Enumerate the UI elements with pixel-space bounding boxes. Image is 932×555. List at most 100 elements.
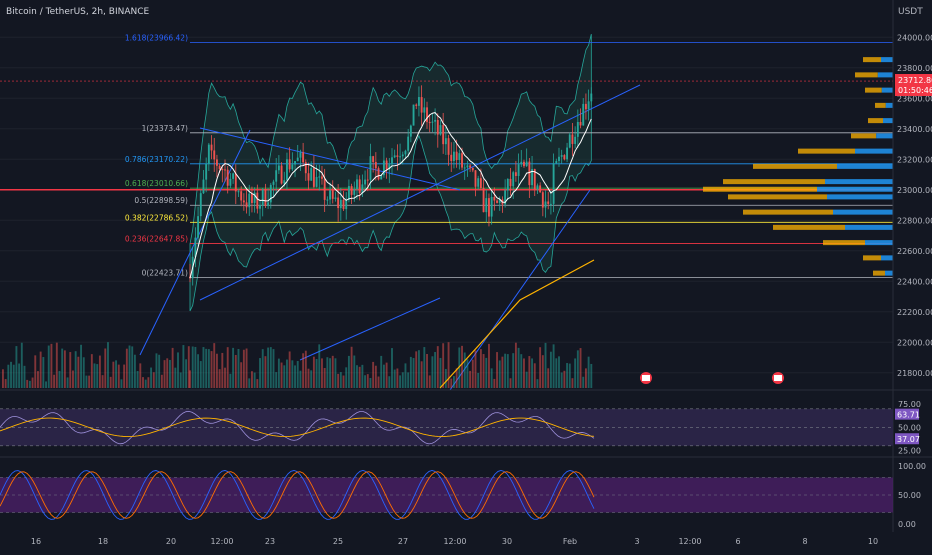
volume-bar	[272, 349, 275, 388]
volume-bar	[509, 378, 512, 388]
time-tick-label: 30	[502, 537, 512, 546]
candle-body	[563, 155, 566, 160]
stochastic-pane[interactable]	[0, 470, 893, 520]
flag-icon[interactable]	[772, 372, 784, 384]
price-tick-label: 23400.00	[897, 125, 932, 134]
time-tick-label: 12:00	[210, 537, 233, 546]
volume-bar	[205, 348, 208, 388]
candle-body	[382, 160, 385, 176]
volume-bar	[264, 356, 267, 388]
flag-icon[interactable]	[640, 372, 652, 384]
volume-bar	[147, 377, 150, 388]
volume-bar	[107, 342, 109, 388]
candle-body	[388, 164, 391, 170]
volume-bar	[385, 362, 388, 388]
volume-bar	[158, 354, 161, 388]
candle-body	[544, 201, 547, 208]
candle-body	[568, 134, 571, 148]
volume-profile-bar	[855, 148, 893, 154]
price-pane[interactable]: 1.618(23966.42) 1(23373.47) 0.786(23170.22…	[0, 0, 932, 532]
volume-bar	[310, 370, 313, 388]
volume-bar	[136, 370, 139, 388]
time-tick-label: Feb	[563, 537, 577, 546]
volume-bar	[450, 378, 453, 388]
price-badge-price: 23712.80	[898, 76, 932, 85]
candle-body	[574, 136, 577, 144]
volume-bar	[558, 356, 560, 388]
fib-level-label: 0.786(23170.22)	[125, 155, 188, 164]
volume-profile-bar	[865, 240, 893, 246]
volume-bar	[541, 355, 544, 388]
volume-bar	[339, 372, 342, 388]
candle-body	[399, 156, 402, 158]
candle-body	[407, 136, 410, 151]
volume-bar	[531, 358, 533, 388]
volume-profile-bar	[881, 87, 893, 93]
volume-bar	[207, 349, 210, 388]
candle-body	[444, 138, 447, 145]
time-tick-label: 10	[868, 537, 878, 546]
candle-body	[291, 164, 294, 170]
candle-body	[245, 202, 248, 208]
volume-bar	[7, 364, 10, 388]
price-tick-label: 22600.00	[897, 247, 932, 256]
volume-bar	[277, 358, 280, 388]
candle-body	[541, 192, 544, 208]
volume-bar	[253, 372, 256, 388]
candle-body	[479, 178, 482, 189]
volume-bar	[280, 362, 283, 388]
volume-bar	[58, 370, 61, 388]
volume-bar	[23, 365, 26, 388]
candle-body	[321, 176, 323, 179]
volume-bar	[396, 368, 399, 388]
candle-body	[221, 168, 224, 170]
volume-profile-bar	[837, 163, 893, 169]
volume-profile-bar	[827, 194, 893, 200]
volume-profile-bar	[773, 224, 845, 230]
volume-bar	[152, 372, 155, 388]
candle-body	[587, 101, 590, 110]
volume-bar	[275, 372, 278, 388]
candle-body	[240, 191, 243, 201]
time-axis[interactable]: 16 18 20 12:00 23 25 27 12:00 30 Feb 3 12:00 6 8 10	[31, 537, 878, 546]
price-tick-label: 22800.00	[897, 216, 932, 225]
price-tick-label: 24000.00	[897, 33, 932, 42]
candle-body	[493, 196, 496, 201]
stochastic-k-line	[0, 470, 595, 520]
volume-bar	[372, 361, 375, 388]
candle-body	[202, 179, 205, 194]
price-axis[interactable]: 24000.00 23800.00 23600.00 23400.00 23200.00…	[895, 33, 932, 529]
trend-line	[199, 84, 641, 301]
volume-bar	[323, 367, 326, 388]
volume-profile-bar	[881, 57, 893, 63]
candle-body	[420, 97, 423, 113]
rsi-badge	[895, 433, 919, 445]
volume-profile-bar	[863, 57, 881, 63]
candle-body	[242, 200, 245, 203]
volume-bar	[45, 381, 47, 388]
candle-body	[215, 159, 218, 166]
volume-bar	[168, 359, 171, 388]
volume-bar	[453, 376, 455, 388]
volume-bar	[544, 342, 547, 388]
rsi-pane[interactable]	[0, 408, 893, 447]
candle-body	[474, 170, 477, 187]
volume-profile-bar	[823, 240, 865, 246]
volume-bar	[269, 347, 272, 388]
volume-bar	[533, 363, 536, 388]
candle-body	[296, 157, 299, 162]
candle-body	[286, 159, 288, 181]
candle-body	[377, 168, 380, 180]
candle-body	[517, 164, 520, 176]
candle-body	[423, 107, 426, 113]
volume-bar	[15, 346, 18, 388]
candle-body	[269, 184, 272, 203]
rsi-tick-label: 25.00	[898, 446, 921, 455]
candle-body	[218, 165, 221, 169]
volume-bar	[261, 349, 264, 388]
fib-level-label: 0(22423.71)	[142, 269, 188, 278]
volume-bar	[120, 379, 123, 388]
candle-body	[358, 179, 361, 193]
candle-body	[299, 152, 302, 158]
